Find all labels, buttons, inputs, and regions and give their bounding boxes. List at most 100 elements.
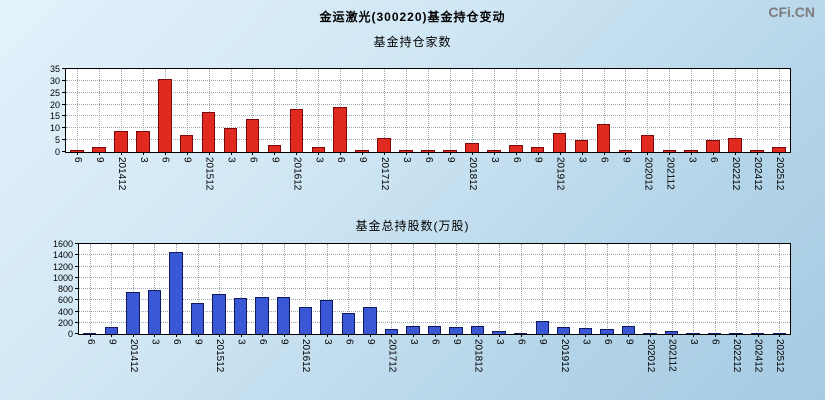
bar bbox=[750, 149, 764, 152]
v-gridline bbox=[219, 244, 221, 334]
bar bbox=[772, 147, 786, 152]
x-axis-tick bbox=[175, 334, 177, 337]
v-gridline bbox=[384, 69, 386, 152]
x-axis-tick bbox=[499, 334, 501, 337]
bar bbox=[333, 106, 348, 152]
bar bbox=[83, 333, 97, 334]
bar bbox=[169, 252, 183, 334]
y-axis-tick bbox=[75, 333, 79, 334]
v-gridline bbox=[283, 244, 285, 334]
x-axis-tick bbox=[111, 334, 113, 337]
y-axis-tick bbox=[75, 310, 79, 312]
x-axis-tick bbox=[542, 334, 544, 337]
x-axis-tick bbox=[154, 334, 156, 337]
x-axis-tick bbox=[197, 334, 199, 337]
v-gridline bbox=[714, 244, 716, 334]
v-gridline bbox=[274, 69, 276, 152]
x-axis-tick-label: 201712 bbox=[386, 339, 398, 373]
x-axis-tick-label: 201412 bbox=[115, 157, 127, 191]
v-gridline bbox=[154, 244, 156, 334]
x-axis-tick-label: 3 bbox=[401, 157, 413, 163]
x-axis-tick bbox=[164, 152, 166, 155]
x-axis-tick bbox=[713, 152, 715, 155]
bar bbox=[298, 307, 312, 334]
bar bbox=[92, 147, 106, 152]
bar bbox=[223, 128, 238, 152]
bar bbox=[578, 328, 592, 334]
x-axis-tick-label: 6 bbox=[335, 157, 347, 163]
bar bbox=[267, 144, 282, 152]
x-axis-tick bbox=[669, 152, 671, 155]
v-gridline bbox=[477, 244, 479, 334]
y-axis-tick-label: 400 bbox=[57, 306, 73, 317]
y-axis-tick bbox=[62, 79, 66, 81]
v-gridline bbox=[736, 244, 738, 334]
v-gridline bbox=[735, 69, 737, 152]
x-axis-tick bbox=[779, 152, 781, 155]
y-axis-tick-label: 1200 bbox=[52, 261, 73, 272]
x-axis-tick-label: 6 bbox=[708, 157, 720, 163]
v-gridline bbox=[412, 244, 414, 334]
x-axis-tick bbox=[142, 152, 144, 155]
x-axis-tick-label: 9 bbox=[451, 339, 463, 345]
y-axis-tick-label: 35 bbox=[49, 64, 60, 74]
x-axis-tick bbox=[449, 152, 451, 155]
v-gridline bbox=[348, 244, 350, 334]
v-gridline bbox=[563, 244, 565, 334]
bar bbox=[406, 325, 420, 334]
x-axis-tick-label: 202412 bbox=[752, 157, 764, 191]
bar bbox=[508, 144, 523, 152]
bar bbox=[514, 332, 528, 334]
x-axis-tick bbox=[581, 152, 583, 155]
x-axis-tick-label: 9 bbox=[106, 339, 118, 345]
y-axis-tick bbox=[75, 288, 79, 289]
x-axis-tick bbox=[757, 334, 759, 337]
x-axis-tick bbox=[693, 334, 695, 337]
v-gridline bbox=[252, 69, 254, 152]
bar bbox=[114, 130, 128, 152]
bar bbox=[126, 291, 140, 334]
x-axis-tick-label: 202512 bbox=[774, 157, 786, 191]
x-axis-tick-label: 9 bbox=[278, 339, 290, 345]
v-gridline bbox=[757, 244, 759, 334]
v-gridline bbox=[647, 69, 649, 152]
x-axis-tick bbox=[186, 152, 188, 155]
bar bbox=[557, 327, 571, 334]
bar bbox=[421, 149, 435, 152]
x-axis-tick bbox=[537, 152, 539, 155]
x-axis-tick-label: 6 bbox=[601, 339, 613, 345]
x-axis-tick-label: 3 bbox=[688, 339, 700, 345]
y-axis-tick-label: 25 bbox=[49, 87, 60, 98]
x-axis-tick bbox=[647, 152, 649, 155]
y-axis-tick-label: 1400 bbox=[52, 250, 73, 261]
x-axis-tick bbox=[563, 334, 565, 337]
v-gridline bbox=[499, 244, 501, 334]
v-gridline bbox=[585, 244, 587, 334]
y-axis-tick-label: 10 bbox=[49, 123, 60, 134]
bar bbox=[212, 293, 226, 334]
x-axis-tick-label: 201412 bbox=[127, 339, 139, 373]
v-gridline bbox=[449, 69, 451, 152]
bar bbox=[728, 137, 742, 152]
bar bbox=[233, 298, 248, 334]
v-gridline bbox=[326, 244, 328, 334]
y-axis-tick-label: 200 bbox=[57, 317, 73, 328]
bar bbox=[135, 130, 150, 152]
bar bbox=[600, 328, 614, 334]
bar bbox=[530, 147, 545, 152]
y-axis-tick-label: 1000 bbox=[52, 272, 73, 283]
v-gridline bbox=[606, 244, 608, 334]
x-axis-tick-label: 202512 bbox=[774, 339, 786, 373]
x-axis-tick bbox=[362, 152, 364, 155]
v-gridline bbox=[559, 69, 561, 152]
x-axis-tick-label: 3 bbox=[576, 157, 588, 163]
v-gridline bbox=[406, 69, 408, 152]
bar bbox=[640, 135, 655, 152]
x-axis-tick bbox=[296, 152, 298, 155]
y-axis-tick bbox=[75, 299, 79, 301]
y-axis-tick-label: 600 bbox=[57, 295, 73, 306]
x-axis-tick-label: 3 bbox=[494, 339, 506, 345]
x-axis-tick bbox=[274, 152, 276, 155]
v-gridline bbox=[369, 244, 371, 334]
y-axis-tick bbox=[75, 243, 79, 244]
